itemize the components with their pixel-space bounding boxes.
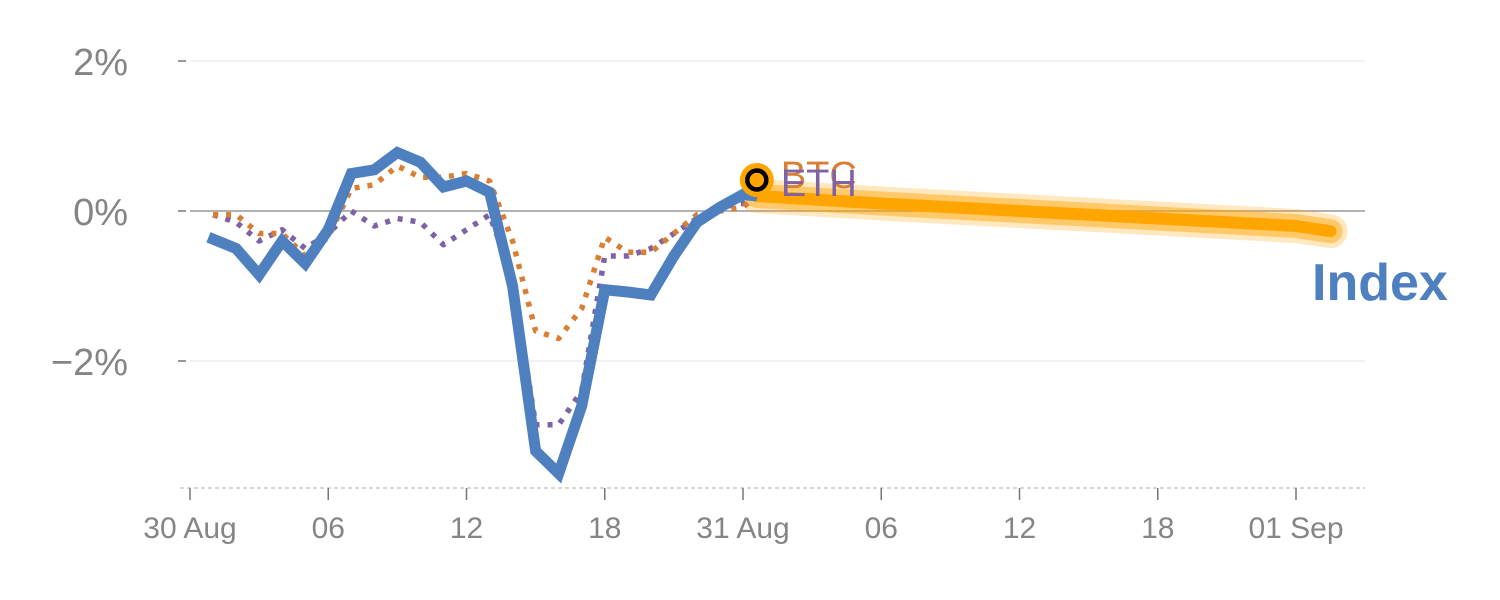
x-tick-label: 18 [588, 512, 621, 545]
eth-series-label: ETH [781, 163, 857, 205]
x-tick-label: 31 Aug [696, 512, 789, 545]
y-axis-tick-labels: 2% 0% −2% [51, 42, 128, 384]
series-labels: BTC ETH Index [781, 155, 1448, 312]
x-tick-label: 12 [1003, 512, 1036, 545]
series-lines [206, 146, 759, 484]
current-marker [739, 163, 774, 197]
y-tick-label: 2% [73, 42, 128, 84]
current-marker-dot [745, 168, 769, 192]
y-tick-label: −2% [51, 342, 128, 384]
forecast-band [739, 179, 1348, 249]
forecast-band-core [750, 190, 1337, 238]
x-tick-label: 12 [450, 512, 483, 545]
x-tick-label: 06 [865, 512, 898, 545]
btc-series-label: BTC [781, 155, 857, 197]
x-tick-label: 06 [312, 512, 345, 545]
grid-lines [178, 60, 1365, 362]
index-series-label: Index [1312, 254, 1448, 312]
x-tick-label: 30 Aug [143, 512, 236, 545]
index-series-line [206, 146, 758, 484]
x-tick-label: 18 [1141, 512, 1174, 545]
current-marker-ring [739, 163, 774, 197]
x-tick-label: 01 Sep [1248, 512, 1343, 545]
y-tick-label: 0% [73, 192, 128, 234]
x-axis-tick-labels: 30 Aug 06 12 18 31 Aug 06 12 18 01 Sep [143, 512, 1343, 545]
x-axis [180, 487, 1365, 500]
